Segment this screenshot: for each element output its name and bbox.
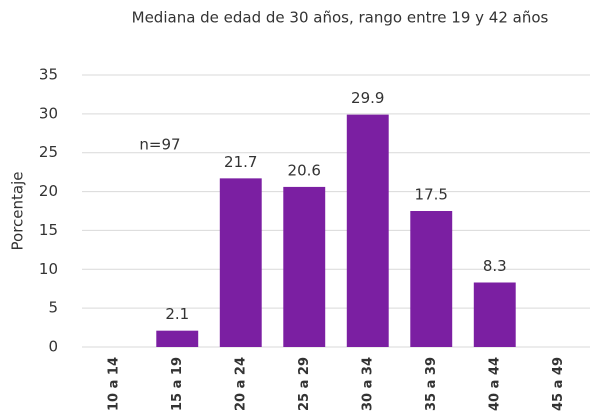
x-tick-label: 35 a 39 (424, 357, 439, 411)
annotation: n=97 (139, 136, 180, 154)
data-label: 29.9 (351, 89, 384, 107)
data-label: 20.6 (288, 161, 321, 179)
x-tick-label: 15 a 19 (170, 357, 185, 411)
y-tick-label: 20 (39, 182, 58, 200)
data-label: 2.1 (165, 305, 189, 323)
data-label: 21.7 (224, 153, 257, 171)
bar (156, 330, 199, 347)
chart-title: Mediana de edad de 30 años, rango entre … (132, 9, 549, 27)
data-label: 8.3 (483, 257, 507, 275)
data-label: 17.5 (415, 186, 448, 204)
x-tick-label: 20 a 24 (233, 357, 248, 411)
x-tick-label: 25 a 29 (297, 357, 312, 411)
bar (346, 114, 389, 348)
bar (473, 282, 516, 347)
y-tick-label: 0 (48, 338, 58, 356)
bar (410, 211, 453, 347)
x-tick-label: 10 a 14 (106, 357, 121, 411)
bar (283, 186, 326, 347)
x-tick-label: 40 a 44 (487, 357, 502, 411)
y-tick-label: 10 (39, 260, 58, 278)
bar (219, 178, 262, 347)
y-tick-label: 30 (39, 104, 58, 122)
y-tick-label: 5 (48, 299, 58, 317)
y-tick-label: 15 (39, 221, 58, 239)
y-axis-label: Porcentaje (9, 172, 27, 251)
x-tick-label: 30 a 34 (360, 357, 375, 411)
y-tick-label: 35 (39, 66, 58, 84)
x-tick-label: 45 a 49 (551, 357, 566, 411)
y-tick-label: 25 (39, 143, 58, 161)
